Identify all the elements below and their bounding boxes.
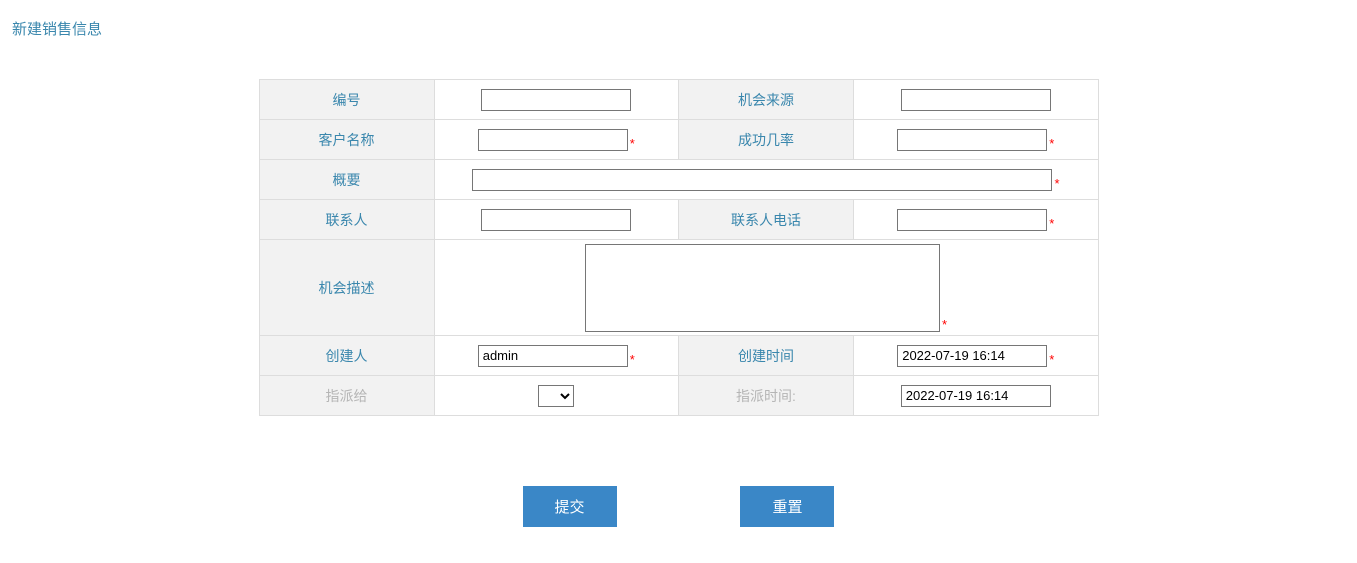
required-marker: * [1049, 352, 1054, 367]
submit-button[interactable]: 提交 [523, 486, 617, 527]
input-creator[interactable] [478, 345, 628, 367]
label-id: 编号 [259, 80, 434, 120]
required-marker: * [1054, 176, 1059, 191]
label-create-time: 创建时间 [679, 336, 854, 376]
cell-contact-phone: * [854, 200, 1099, 240]
reset-button[interactable]: 重置 [740, 486, 834, 527]
label-source: 机会来源 [679, 80, 854, 120]
cell-id [434, 80, 679, 120]
cell-assign-to [434, 376, 679, 416]
cell-creator: * [434, 336, 679, 376]
cell-customer: * [434, 120, 679, 160]
input-id[interactable] [481, 89, 631, 111]
label-success-rate: 成功几率 [679, 120, 854, 160]
input-success-rate[interactable] [897, 129, 1047, 151]
input-contact-phone[interactable] [897, 209, 1047, 231]
input-customer[interactable] [478, 129, 628, 151]
page-title: 新建销售信息 [0, 0, 1357, 39]
select-assign-to[interactable] [538, 385, 574, 407]
label-contact: 联系人 [259, 200, 434, 240]
label-description: 机会描述 [259, 240, 434, 336]
label-assign-time: 指派时间: [679, 376, 854, 416]
cell-description: * [434, 240, 1098, 336]
cell-source [854, 80, 1099, 120]
required-marker: * [630, 136, 635, 151]
input-summary[interactable] [472, 169, 1052, 191]
label-contact-phone: 联系人电话 [679, 200, 854, 240]
label-creator: 创建人 [259, 336, 434, 376]
label-customer: 客户名称 [259, 120, 434, 160]
input-contact[interactable] [481, 209, 631, 231]
input-assign-time[interactable] [901, 385, 1051, 407]
textarea-description[interactable] [585, 244, 940, 332]
input-create-time[interactable] [897, 345, 1047, 367]
form-container: 编号 机会来源 客户名称 * 成功几率 * 概要 * 联 [259, 79, 1099, 527]
cell-assign-time [854, 376, 1099, 416]
button-row: 提交 重置 [259, 486, 1099, 527]
cell-create-time: * [854, 336, 1099, 376]
required-marker: * [1049, 136, 1054, 151]
cell-contact [434, 200, 679, 240]
cell-summary: * [434, 160, 1098, 200]
input-source[interactable] [901, 89, 1051, 111]
required-marker: * [630, 352, 635, 367]
label-assign-to: 指派给 [259, 376, 434, 416]
form-table: 编号 机会来源 客户名称 * 成功几率 * 概要 * 联 [259, 79, 1099, 416]
required-marker: * [1049, 216, 1054, 231]
cell-success-rate: * [854, 120, 1099, 160]
label-summary: 概要 [259, 160, 434, 200]
required-marker: * [942, 317, 947, 332]
